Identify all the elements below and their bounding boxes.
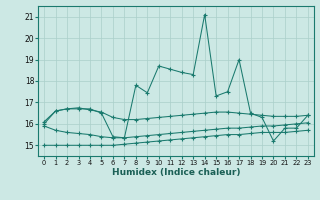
X-axis label: Humidex (Indice chaleur): Humidex (Indice chaleur) — [112, 168, 240, 177]
